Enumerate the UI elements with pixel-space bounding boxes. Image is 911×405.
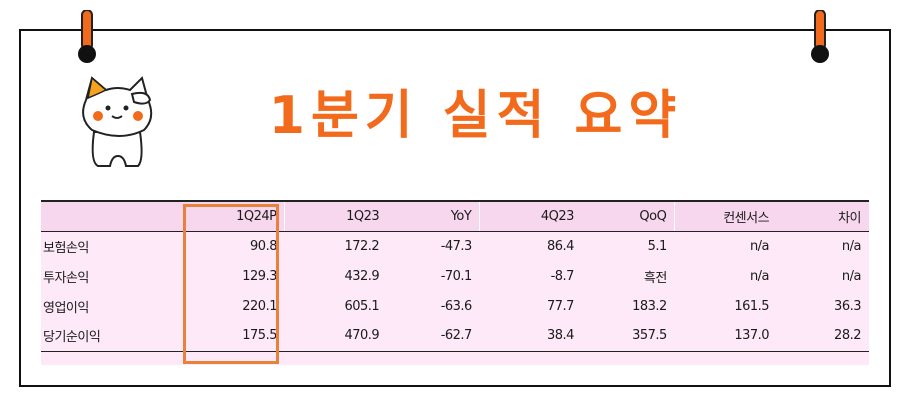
cell-value: n/a [749, 268, 770, 284]
table-row: 투자손익 129.3 432.9 -70.1 -8.7 흑전 n/a n/a [41, 261, 869, 291]
cell-value: -62.7 [387, 321, 480, 352]
cell-value: 470.9 [284, 321, 388, 352]
row-label: 영업이익 [43, 300, 89, 316]
cell-value: n/a [841, 268, 862, 284]
cell-value: 90.8 [250, 238, 277, 254]
cell-value: 흑전 [643, 270, 667, 286]
cell-value: 357.5 [581, 321, 675, 352]
header-cell-1q23: 1Q23 [284, 200, 388, 232]
cell-value: -8.7 [550, 268, 575, 284]
cell-value: 86.4 [547, 238, 574, 254]
pushpin-left-icon [78, 10, 96, 63]
cell-value: 161.5 [734, 298, 770, 314]
cell-value: 175.5 [182, 321, 285, 352]
table-row: 영업이익 220.1 605.1 -63.6 77.7 183.2 161.5 … [41, 291, 869, 321]
cell-value: 129.3 [242, 268, 277, 284]
cell-value: n/a [841, 238, 862, 254]
cat-mascot-icon [82, 76, 153, 167]
row-label: 투자손익 [43, 270, 89, 286]
cell-value: 432.9 [344, 268, 380, 284]
header-cell-1q24p: 1Q24P [182, 200, 285, 232]
header-cell-difference: 차이 [777, 200, 869, 232]
cell-value: 137.0 [674, 321, 778, 352]
header-cell-consensus: 컨센서스 [674, 200, 778, 232]
cell-value: 77.7 [547, 298, 574, 314]
earnings-summary-table-container: 1Q24P 1Q23 YoY 4Q23 QoQ 컨센서스 차이 보험손익 90.… [41, 200, 869, 365]
table-row: 보험손익 90.8 172.2 -47.3 86.4 5.1 n/a n/a [41, 231, 869, 261]
cell-value: 28.2 [777, 321, 869, 352]
cell-value: 172.2 [344, 238, 380, 254]
cell-value: 5.1 [647, 238, 668, 254]
cell-value: 220.1 [242, 298, 277, 314]
cell-value: 605.1 [344, 298, 380, 314]
cell-value: 38.4 [479, 321, 582, 352]
row-label: 보험손익 [43, 240, 89, 256]
cell-value: 183.2 [632, 298, 667, 314]
header-cell-qoq: QoQ [581, 200, 675, 232]
cell-value: -47.3 [440, 238, 473, 254]
header-cell-yoy: YoY [387, 200, 480, 232]
cell-value: -70.1 [440, 268, 473, 284]
cell-value: -63.6 [440, 298, 473, 314]
table-header-row: 1Q24P 1Q23 YoY 4Q23 QoQ 컨센서스 차이 [41, 200, 869, 232]
cell-value: 36.3 [834, 298, 861, 314]
table-row: 당기순이익 175.5 470.9 -62.7 38.4 357.5 137.0… [41, 321, 869, 352]
page-title: 1분기 실적 요약 [268, 86, 683, 146]
pushpin-right-icon [811, 10, 829, 63]
earnings-summary-table: 1Q24P 1Q23 YoY 4Q23 QoQ 컨센서스 차이 보험손익 90.… [41, 200, 869, 352]
row-label: 당기순이익 [41, 321, 183, 352]
header-cell-4q23: 4Q23 [479, 200, 582, 232]
header-cell-label [41, 200, 183, 232]
cell-value: n/a [749, 238, 770, 254]
